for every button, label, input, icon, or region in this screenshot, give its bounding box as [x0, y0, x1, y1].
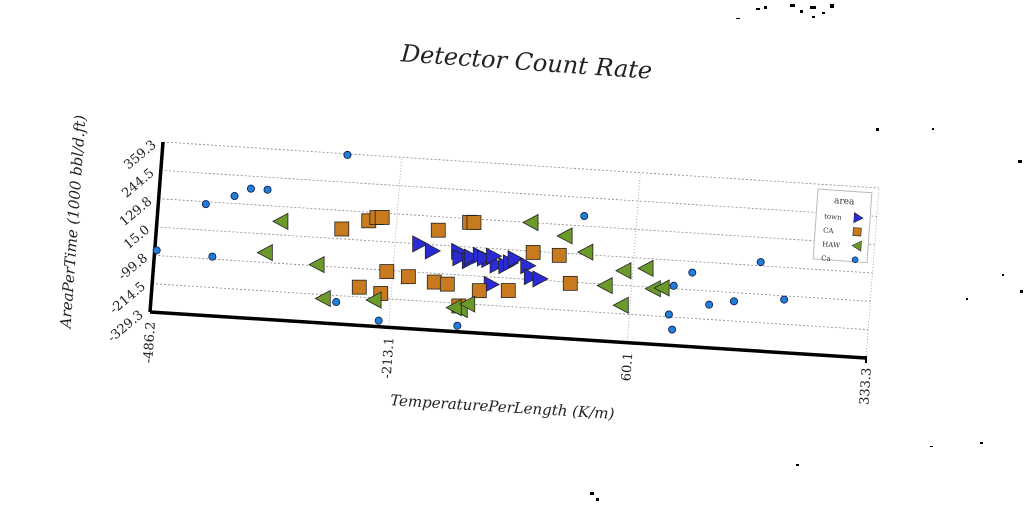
point-ca: [471, 283, 487, 299]
point-haw: [577, 243, 594, 261]
x-axis-line: [149, 310, 867, 360]
legend-title: area: [834, 196, 856, 207]
point-town: [485, 247, 503, 265]
point-ca: [374, 210, 390, 225]
legend-marker: [852, 227, 862, 237]
x-tick-label: -213.1: [380, 337, 398, 380]
y-tick-label: -329.3: [105, 308, 147, 346]
y-gridline: [156, 226, 873, 274]
point-town: [424, 242, 442, 260]
point-haw: [615, 262, 632, 280]
y-tick-label: 359.3: [121, 138, 159, 173]
point-ca: [426, 274, 442, 290]
series-haw: [256, 212, 670, 319]
point-ca: [729, 297, 738, 306]
x-gridline: [388, 157, 403, 328]
y-gridline: [162, 141, 880, 189]
y-tick-label: 129.8: [117, 194, 155, 229]
point-ca: [430, 222, 446, 238]
point-haw: [365, 291, 382, 309]
point-ca: [705, 300, 714, 309]
point-ca: [688, 268, 697, 277]
y-tick-label: 244.5: [119, 166, 157, 201]
point-ca: [551, 247, 567, 263]
point-ca: [780, 295, 789, 304]
point-ca: [500, 283, 516, 298]
point-ca: [756, 258, 765, 267]
point-haw: [308, 255, 325, 274]
y-axis-line: [148, 141, 165, 313]
point-ca: [334, 221, 350, 237]
point-ca: [400, 269, 416, 285]
y-tick-label: -214.5: [107, 279, 149, 317]
point-haw: [637, 259, 654, 278]
point-town: [489, 256, 506, 274]
point-ca: [466, 215, 482, 230]
point-haw: [556, 227, 573, 245]
point-haw: [596, 276, 613, 295]
x-tick-label: -486.2: [141, 321, 159, 364]
point-town: [532, 270, 549, 288]
legend-label: Ca: [821, 254, 831, 263]
y-gridline: [152, 283, 869, 331]
point-haw: [612, 296, 629, 314]
point-town: [463, 248, 481, 266]
scan-noise: [590, 4, 1023, 501]
point-ca: [263, 185, 272, 194]
point-ca: [562, 275, 578, 291]
point-ca: [580, 212, 589, 221]
point-ca: [343, 150, 352, 159]
point-ca: [379, 264, 395, 279]
point-ca: [525, 245, 541, 260]
point-ca: [351, 279, 367, 295]
point-town: [477, 249, 494, 267]
legend: area town CA HAW Ca: [812, 188, 873, 264]
y-tick-label: -99.8: [116, 251, 151, 284]
point-ca: [453, 321, 462, 330]
legend-label: HAW: [822, 240, 841, 249]
point-town: [507, 250, 524, 268]
point-ca: [201, 200, 210, 209]
point-haw: [314, 289, 331, 308]
point-haw: [458, 295, 476, 313]
x-tick-label: 60.1: [619, 352, 636, 382]
x-tick-label: 333.3: [857, 367, 875, 405]
legend-marker: [851, 240, 862, 252]
point-haw: [445, 298, 462, 317]
y-axis-label: AreaPerTime (1000 bbl/d.ft): [56, 114, 89, 330]
legend-marker: [853, 212, 864, 224]
legend-marker: [851, 256, 859, 264]
point-ca: [374, 316, 383, 325]
point-ca: [668, 325, 677, 334]
point-ca: [208, 252, 217, 261]
point-haw: [653, 279, 670, 297]
point-town: [452, 248, 469, 267]
legend-label: CA: [823, 226, 835, 235]
point-haw: [272, 212, 289, 231]
y-gridline: [160, 169, 877, 217]
point-town: [523, 267, 541, 286]
point-ca: [664, 310, 673, 319]
point-haw: [522, 213, 539, 232]
point-ca: [230, 192, 239, 201]
point-ca: [439, 276, 455, 292]
chart-title: Detector Count Rate: [399, 39, 653, 85]
legend-label: town: [824, 213, 843, 222]
y-gridline: [158, 198, 875, 246]
y-gridline: [154, 254, 871, 302]
point-ca: [332, 298, 341, 307]
series-ca: [152, 150, 789, 334]
point-ca: [152, 246, 161, 255]
point-ca: [669, 281, 678, 290]
series-town: [412, 235, 549, 294]
x-axis-label: TemperaturePerLength (K/m): [390, 391, 615, 423]
point-ca: [246, 184, 255, 193]
point-town: [412, 235, 429, 253]
plot-area: -486.2 -213.1 60.1333.3-329.3-214.5-99.815…: [105, 138, 880, 405]
point-haw: [256, 243, 273, 262]
